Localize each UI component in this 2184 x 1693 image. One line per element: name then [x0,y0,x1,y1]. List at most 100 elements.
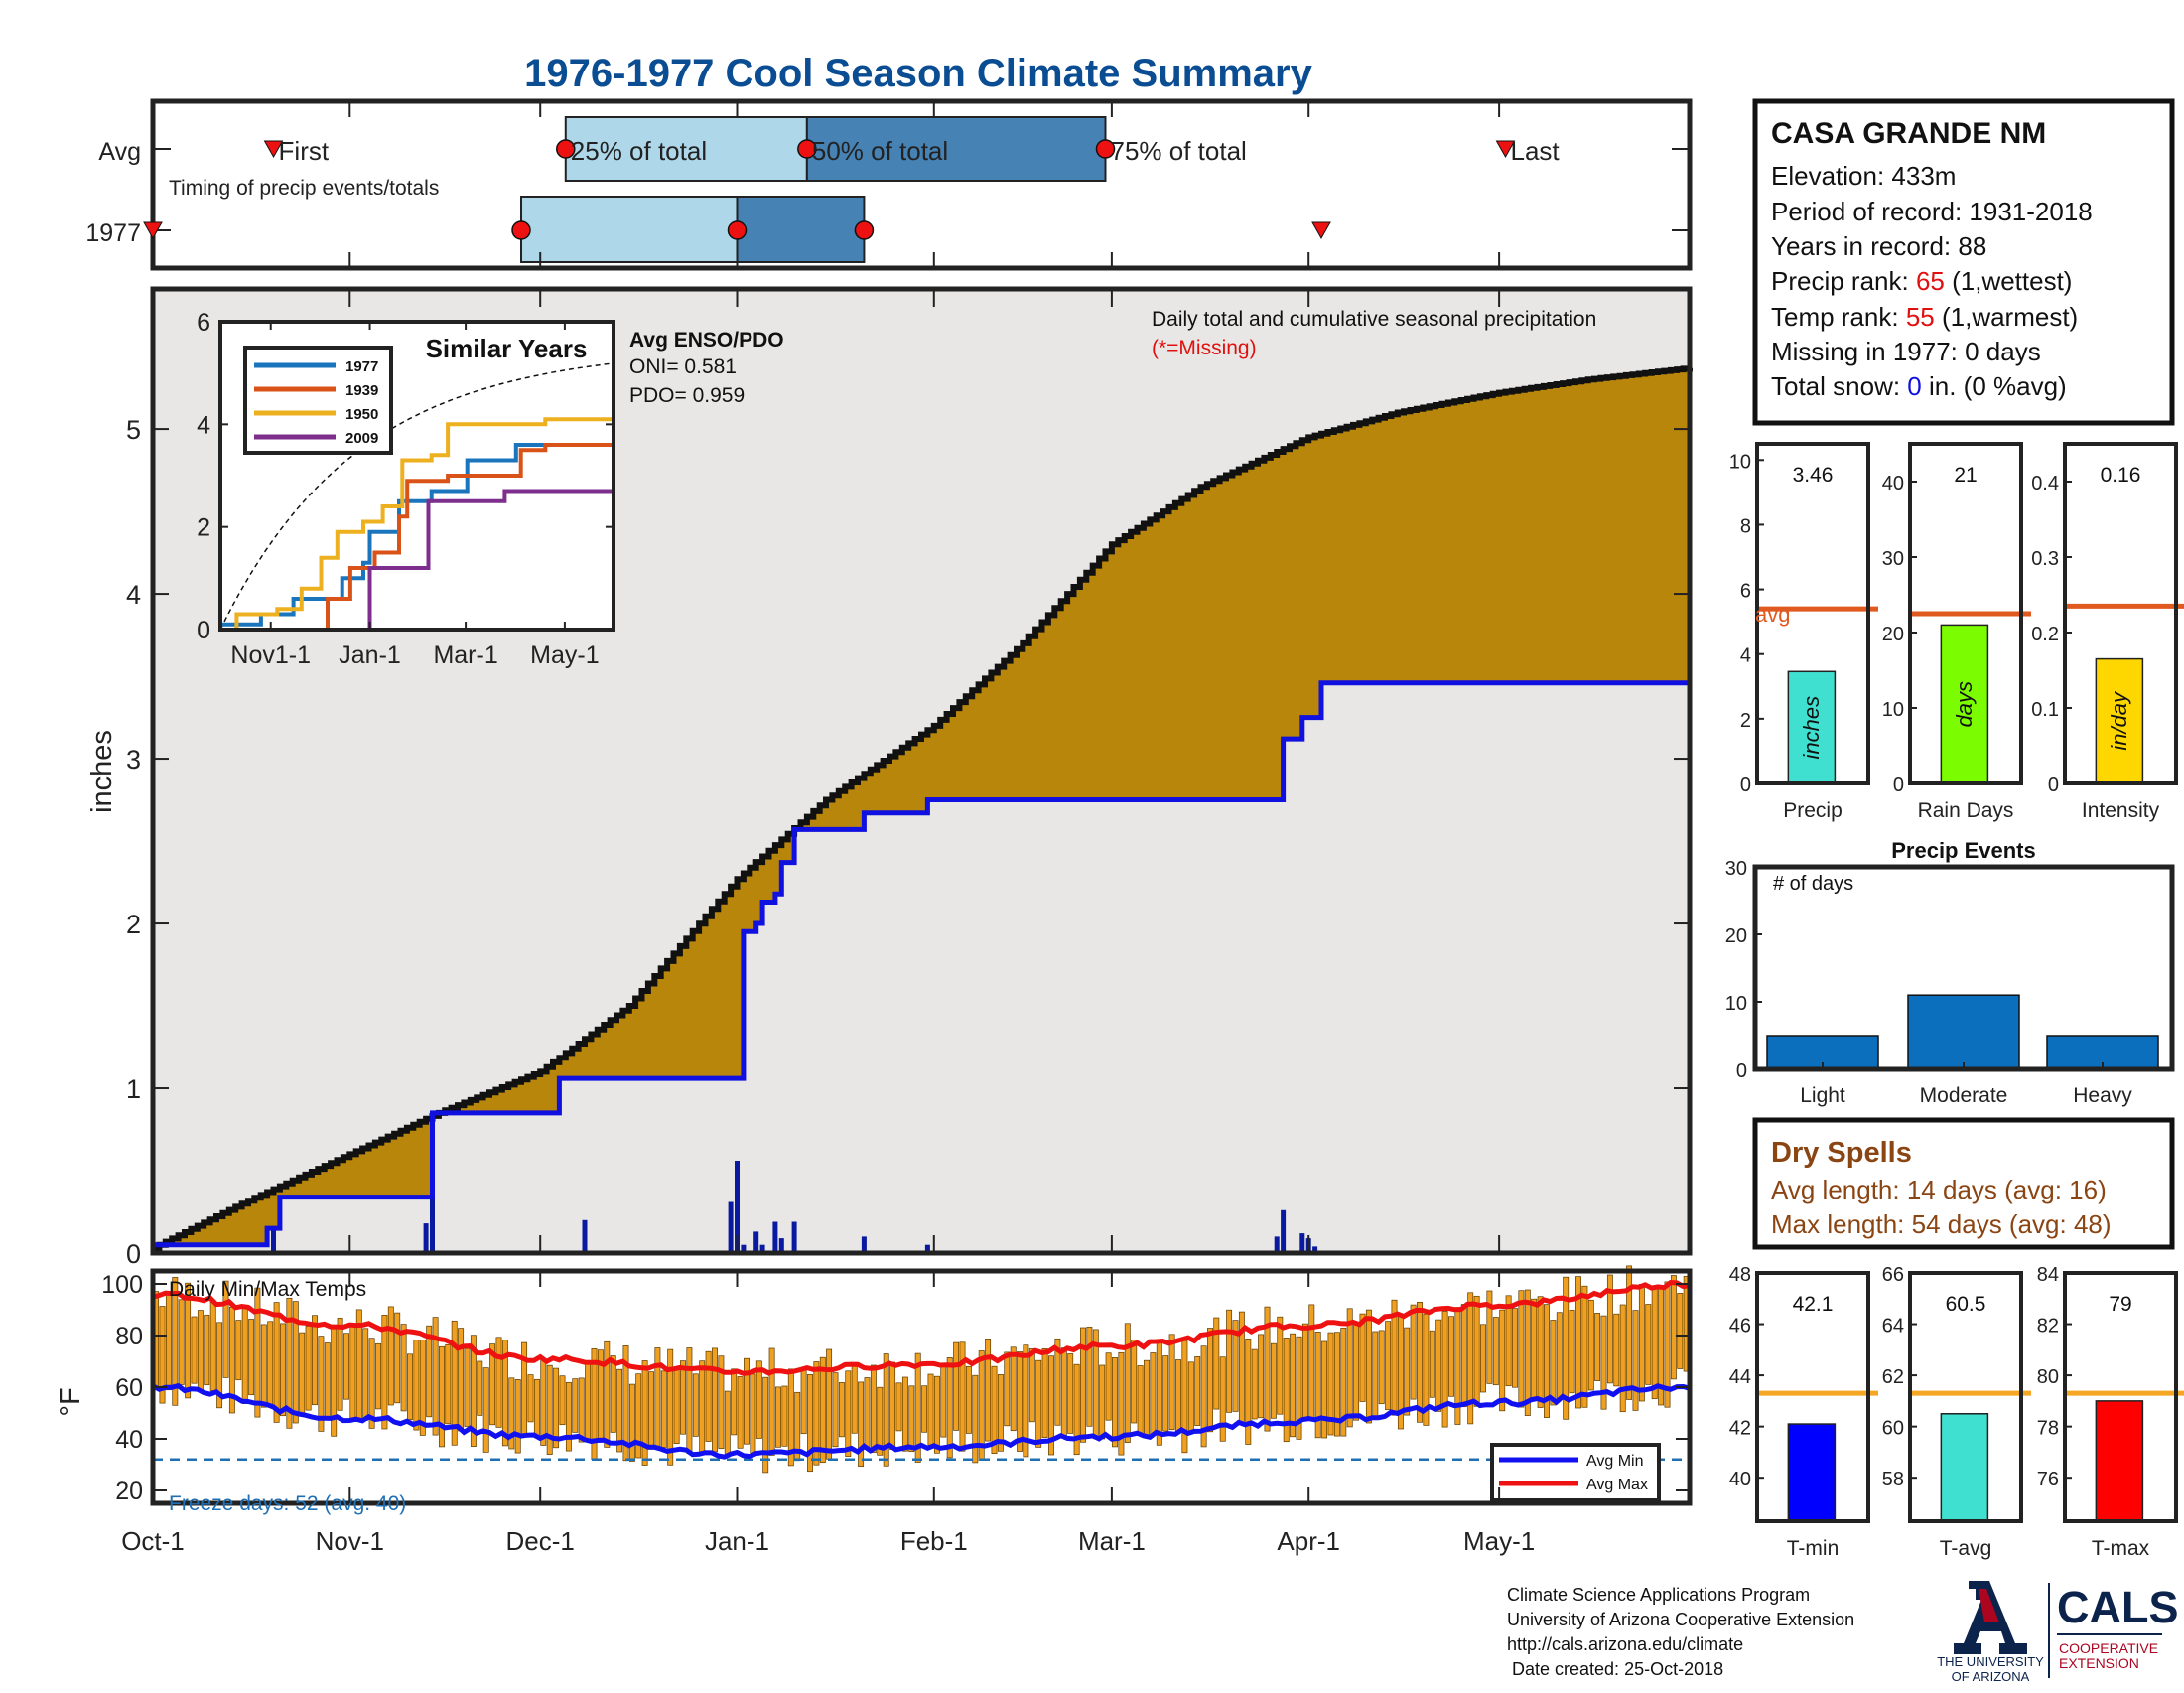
temp-title: Daily Min/Max Temps [169,1278,366,1301]
month-tick-label: Mar-1 [1078,1526,1146,1556]
daily-precip-bar [759,1244,765,1253]
daily-temp-bar [699,1360,706,1454]
daily-precip-bar [778,1238,784,1253]
summary-y-tick: 40 [1882,473,1904,494]
daily-precip-bar [753,1231,759,1253]
daily-temp-bar [1073,1363,1080,1456]
summary-y-tick: 4 [1740,645,1751,667]
daily-temp-bar [1118,1351,1125,1456]
precip-note: Daily total and cumulative seasonal prec… [1152,308,1596,331]
inset-y-tick: 2 [197,514,210,542]
summary-chart-frame [1755,442,1870,785]
daily-temp-bar [1626,1265,1633,1400]
daily-temp-bar [1004,1351,1011,1427]
summary-y-tick: 82 [2037,1316,2059,1338]
summary-value: 0.16 [2101,464,2141,487]
daily-temp-bar [755,1360,762,1439]
precip-events-category: Light [1800,1084,1845,1107]
daily-temp-bar [1524,1289,1531,1416]
daily-temp-bar [1340,1327,1347,1437]
temp-y-tick: 100 [101,1271,143,1299]
freeze-days: Freeze days: 52 (avg. 40) [169,1492,406,1515]
timing-marker-label: First [279,136,330,166]
daily-temp-bar [400,1324,407,1412]
daily-temp-bar [1550,1320,1557,1406]
missing-note: (*=Missing) [1152,337,1257,359]
daily-temp-bar [1156,1341,1162,1446]
daily-temp-bar [985,1339,992,1442]
daily-temp-bar [1346,1308,1353,1428]
daily-precip-bar [772,1221,778,1253]
daily-temp-bar [1594,1313,1601,1381]
daily-temp-bar [1333,1332,1340,1437]
daily-temp-bar [946,1357,953,1459]
daily-temp-bar [368,1338,375,1429]
summary-y-tick: 10 [1729,451,1751,473]
daily-temp-bars [153,1265,1690,1474]
precip-y-tick: 3 [126,745,141,775]
month-tick-label: Dec-1 [506,1526,575,1556]
summary-y-tick: 2 [1740,710,1751,732]
timing-first-last-marker [143,221,163,240]
timing-quartile-marker [556,139,576,159]
daily-temp-bar [1080,1327,1086,1443]
daily-temp-bar [1410,1304,1417,1400]
inset-y-tick: 6 [197,309,210,337]
daily-precip-bar [1312,1246,1318,1253]
daily-temp-bar [222,1280,229,1378]
daily-temp-bar [914,1352,921,1463]
daily-temp-bar [495,1337,502,1428]
station-snow: Total snow: 0 in. (0 %avg) [1771,371,2067,401]
footer-university: University of Arizona Cooperative Extens… [1507,1610,1854,1629]
season-bar-charts: 0 2 4 6 8 10 3.46 Precip inches avg 0 10 20 30 40 21 Rai… [1729,442,2184,822]
daily-temp-bar [877,1386,884,1456]
daily-temp-bar [1232,1320,1239,1412]
daily-temp-bar [604,1340,611,1448]
daily-temp-bar [1512,1308,1518,1388]
precip-events-y-tick: 0 [1736,1060,1747,1082]
month-tick-label: May-1 [1463,1526,1535,1556]
station-period: Period of record: 1931-2018 [1771,197,2093,226]
daily-temp-bar [781,1385,788,1447]
temp-y-tick: 80 [115,1323,143,1350]
summary-y-tick: 80 [2037,1366,2059,1388]
summary-value: 21 [1954,464,1977,487]
daily-temp-bar [692,1373,699,1437]
month-tick-label: Jan-1 [705,1526,769,1556]
daily-temp-bar [527,1374,534,1423]
daily-temp-bar [394,1312,401,1404]
daily-temp-bar [1023,1344,1029,1458]
daily-temp-bar [260,1324,267,1408]
daily-temp-bar [318,1336,325,1432]
daily-temp-bar [1600,1315,1607,1410]
pdo-value: PDO= 0.959 [629,384,745,407]
daily-temp-bar [191,1316,198,1384]
daily-temp-bar [1162,1355,1169,1432]
daily-temp-bar [172,1277,179,1406]
summary-y-tick: 6 [1740,581,1751,603]
summary-y-tick: 44 [1729,1366,1751,1388]
daily-precip-bar [582,1219,588,1253]
daily-temp-bar [933,1375,940,1454]
cals-logo-sub2: EXTENSION [2059,1655,2139,1671]
daily-temp-bar [667,1348,674,1466]
timing-panel: Avg 1977 Timing of precip events/totals … [85,98,1693,271]
daily-temp-bar [819,1356,826,1464]
month-axis: Oct-1 Nov-1 Dec-1 Jan-1 Feb-1 Mar-1 Apr-1 May-1 [121,101,1535,1556]
precip-events-category: Moderate [1920,1084,2008,1107]
daily-temp-bar [280,1323,286,1417]
daily-temp-bar [1638,1284,1645,1402]
daily-temp-bar [439,1345,445,1448]
daily-temp-bar [1144,1359,1150,1438]
daily-temp-bar [1670,1275,1677,1380]
daily-temp-bar [1105,1352,1112,1421]
daily-temp-bar [1365,1309,1372,1424]
temp-y-tick: 60 [115,1374,143,1402]
summary-bar [1787,670,1837,784]
summary-y-tick: 62 [1882,1366,1904,1388]
precip-y-tick: 2 [126,910,141,939]
cumulative-precip-line [153,365,1693,1252]
ua-logo-line2: OF ARIZONA [1952,1669,2030,1684]
daily-temp-bar [432,1317,439,1436]
inset-series-line [220,443,614,632]
